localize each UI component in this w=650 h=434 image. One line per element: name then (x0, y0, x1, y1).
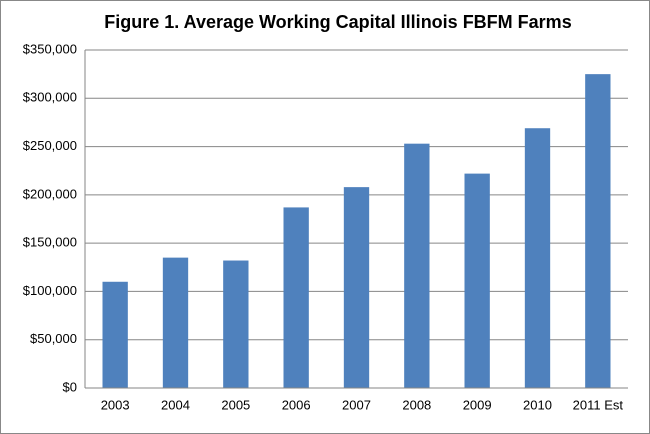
bar (283, 207, 309, 388)
y-tick-label: $0 (63, 379, 77, 394)
x-tick-label: 2006 (282, 397, 311, 412)
chart-title: Figure 1. Average Working Capital Illino… (104, 12, 571, 32)
y-tick-label: $50,000 (30, 331, 77, 346)
y-tick-label: $100,000 (23, 283, 77, 298)
bar (223, 260, 249, 388)
bar (162, 257, 189, 388)
y-tick-label: $300,000 (23, 90, 77, 105)
y-tick-label: $250,000 (23, 138, 77, 153)
x-tick-label: 2003 (101, 397, 130, 412)
x-tick-label: 2004 (161, 397, 190, 412)
y-tick-label: $200,000 (23, 186, 77, 201)
bar (524, 128, 551, 389)
y-tick-label: $350,000 (23, 41, 77, 56)
bar (343, 187, 370, 388)
bar (585, 74, 611, 389)
x-tick-label: 2008 (402, 397, 431, 412)
x-tick-label: 2011 Est (573, 397, 624, 412)
x-tick-label: 2005 (221, 397, 250, 412)
bar (102, 281, 128, 388)
bar (464, 173, 490, 388)
x-tick-label: 2010 (523, 397, 552, 412)
x-tick-label: 2007 (342, 397, 371, 412)
x-tick-label: 2009 (463, 397, 492, 412)
bar (404, 143, 430, 388)
y-tick-label: $150,000 (23, 235, 77, 250)
